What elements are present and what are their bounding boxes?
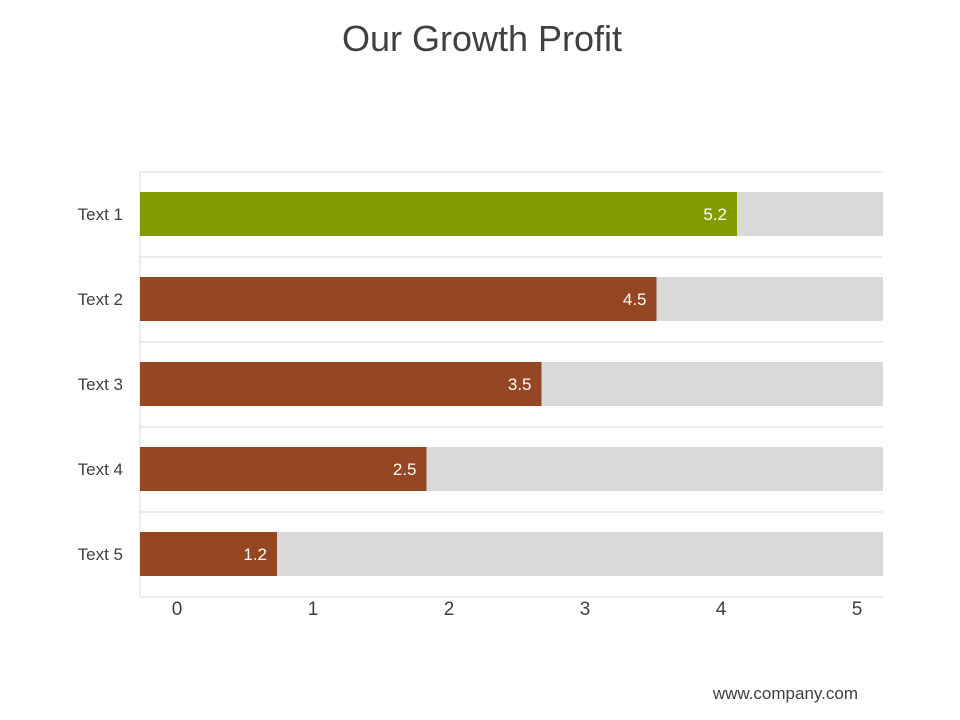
category-label: Text 2 xyxy=(78,290,123,309)
chart-title: Our Growth Profit xyxy=(341,18,623,59)
company-website: www.company.com xyxy=(712,684,858,703)
data-label: 1.2 xyxy=(243,545,267,564)
bar xyxy=(140,532,277,576)
data-label: 4.5 xyxy=(623,290,647,309)
x-tick-label: 1 xyxy=(308,599,319,620)
bar xyxy=(140,192,737,236)
category-labels: Text 1 Text 2 Text 3 Text 4 Text 5 xyxy=(78,205,123,564)
x-tick-label: 3 xyxy=(580,599,591,620)
data-labels: 5.2 4.5 3.5 2.5 1.2 xyxy=(243,205,727,564)
bar xyxy=(140,447,427,491)
category-label: Text 3 xyxy=(78,375,123,394)
data-label: 5.2 xyxy=(703,205,727,224)
x-tick-label: 0 xyxy=(172,599,183,620)
data-label: 2.5 xyxy=(393,460,417,479)
category-label: Text 1 xyxy=(78,205,123,224)
data-label: 3.5 xyxy=(508,375,532,394)
bar xyxy=(140,362,542,406)
grid-lines xyxy=(139,171,883,598)
bar xyxy=(140,277,657,321)
x-tick-label: 4 xyxy=(716,599,727,620)
x-tick-label: 5 xyxy=(852,599,863,620)
x-tick-label: 2 xyxy=(444,599,455,620)
category-label: Text 4 xyxy=(78,460,123,479)
category-label: Text 5 xyxy=(78,545,123,564)
bars xyxy=(140,192,737,576)
x-tick-labels: 0 1 2 3 4 5 xyxy=(172,599,863,620)
